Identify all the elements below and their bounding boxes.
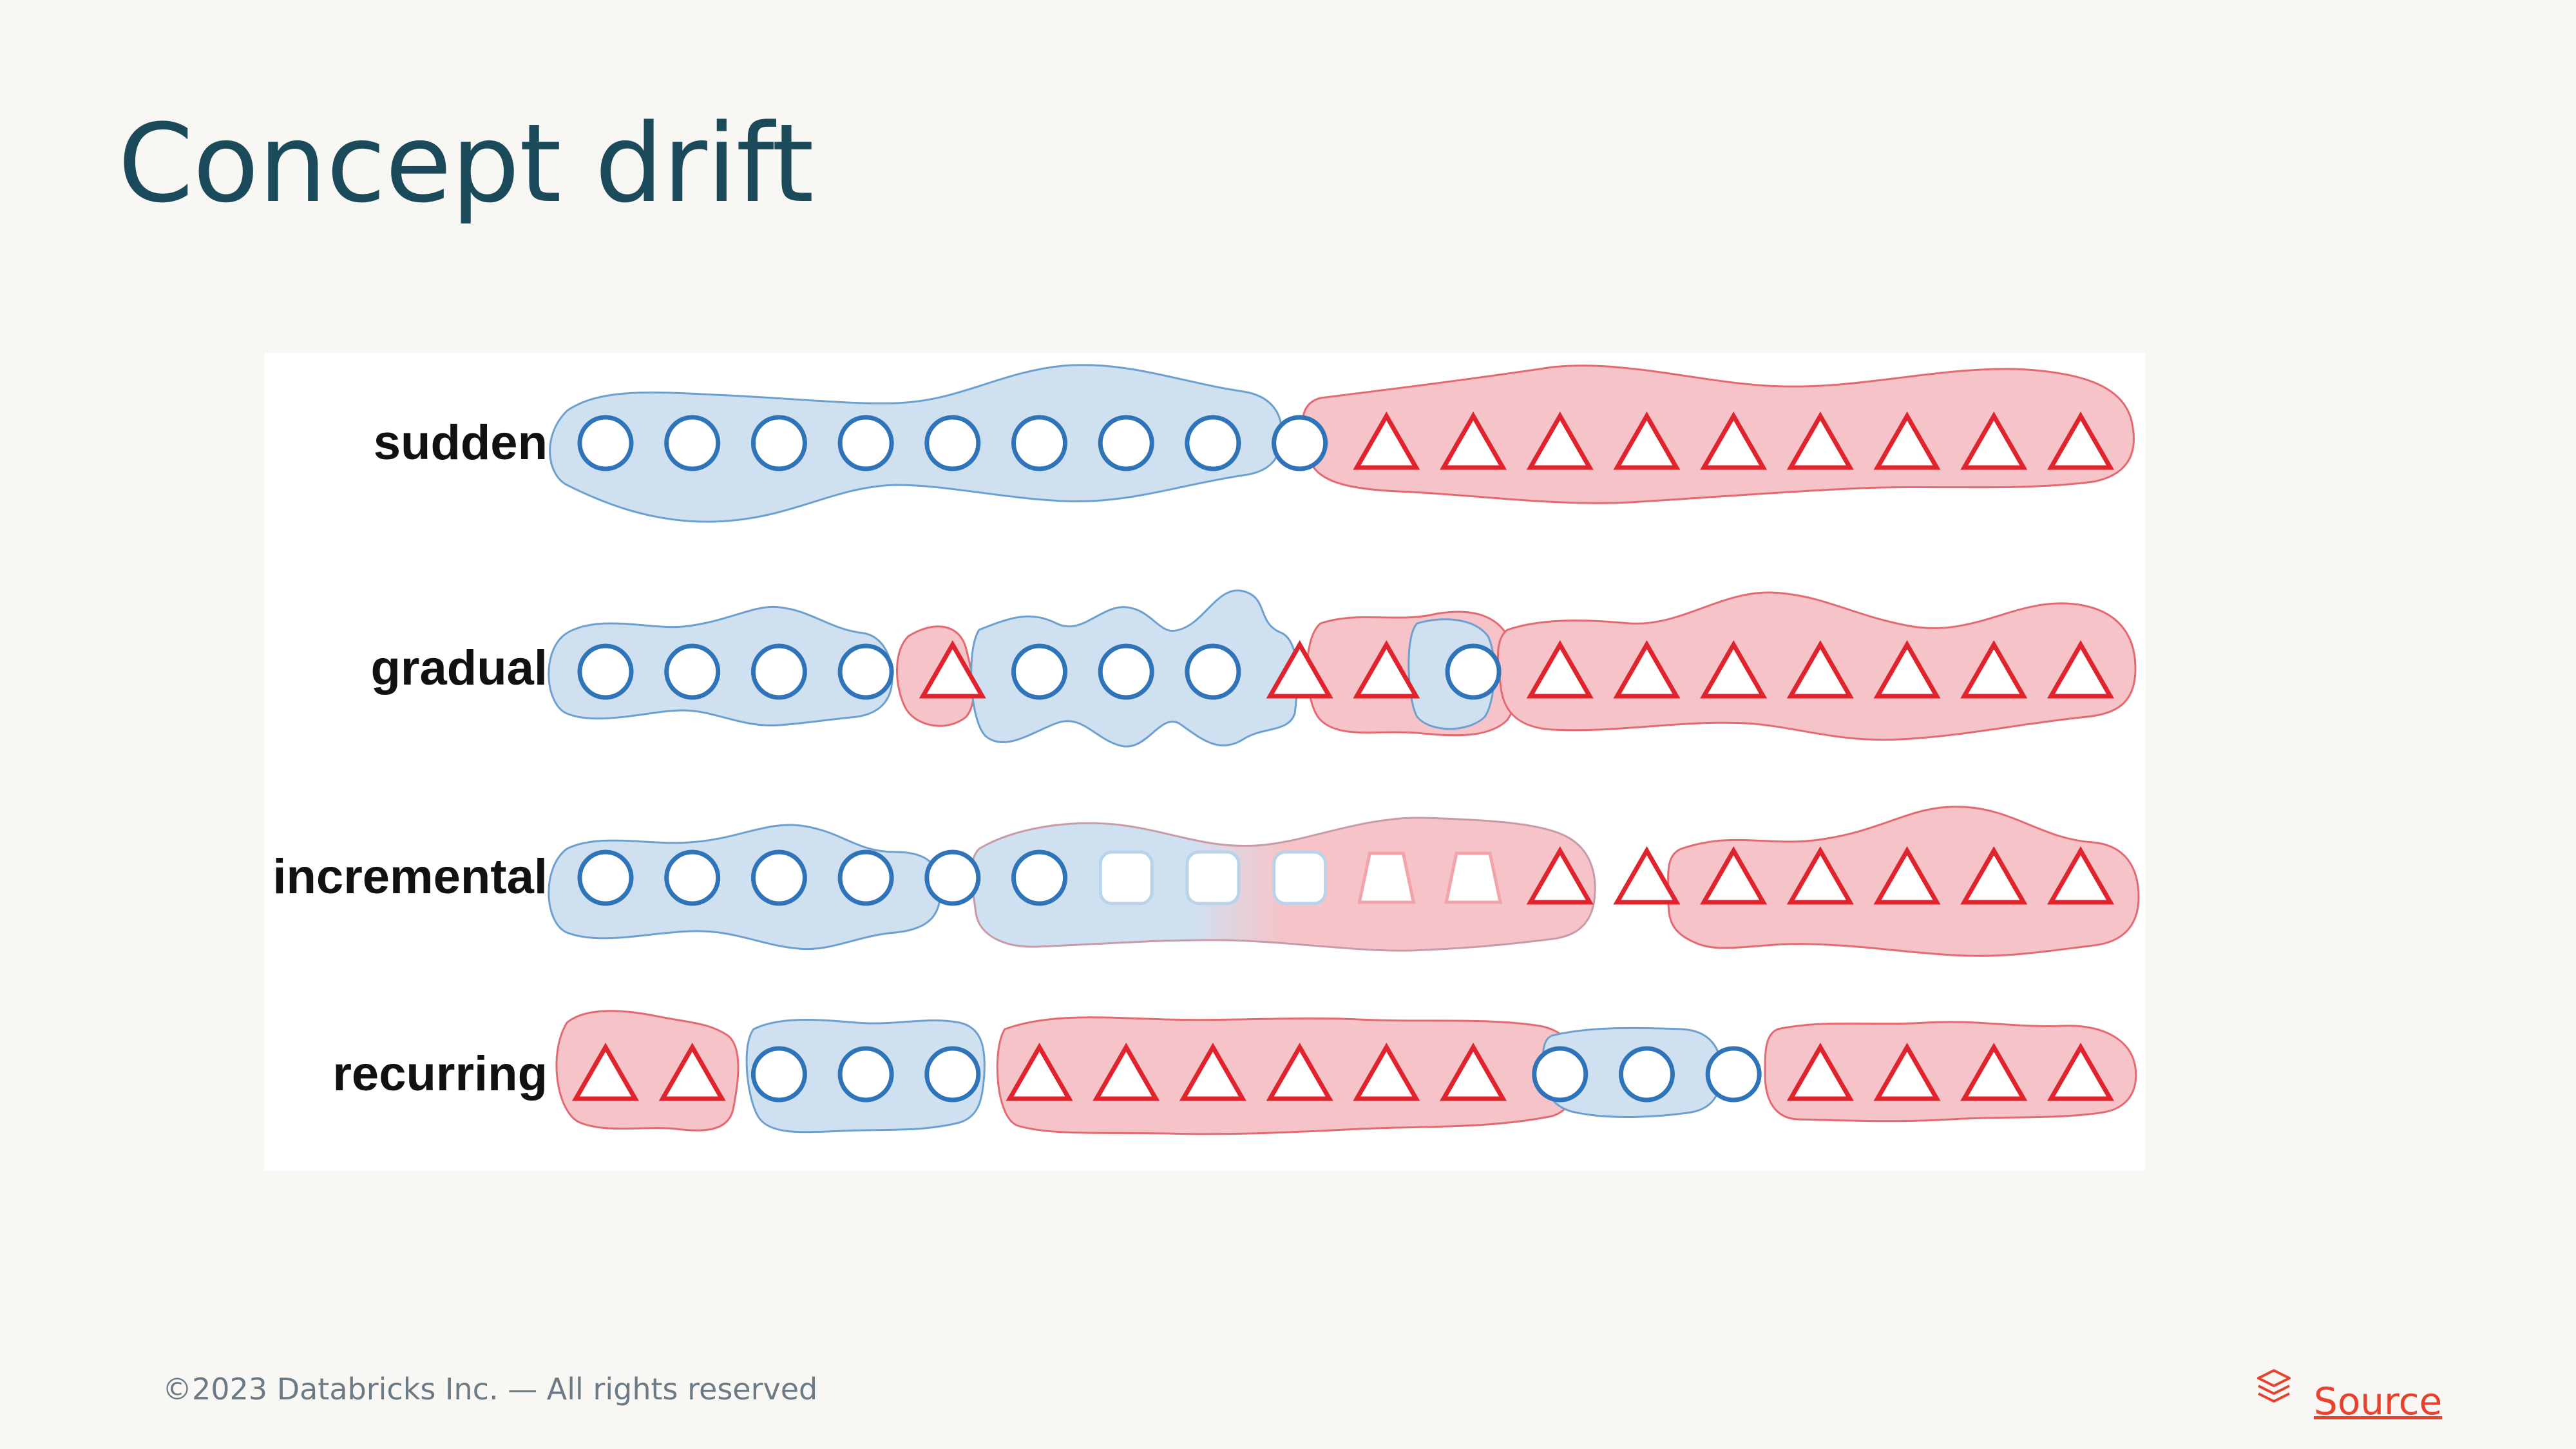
- circle-symbol: [1532, 1046, 1589, 1103]
- circle-symbol: [750, 849, 807, 906]
- triangle-symbol: [1786, 1042, 1854, 1101]
- recurring-red-region-1: [555, 1010, 739, 1132]
- row-label-incremental: incremental: [272, 849, 548, 904]
- page-title: Concept drift: [118, 100, 814, 227]
- triangle-symbol: [1786, 639, 1854, 699]
- triangle-symbol: [1613, 846, 1681, 905]
- triangle-symbol: [1526, 411, 1594, 470]
- trapezoid-symbol: [1444, 851, 1503, 904]
- triangle-symbol: [2046, 411, 2115, 470]
- circle-symbol: [1011, 415, 1068, 471]
- triangle-symbol: [1960, 846, 2028, 905]
- circle-symbol: [1445, 643, 1502, 700]
- circle-symbol: [577, 643, 634, 700]
- row-label-gradual: gradual: [370, 641, 548, 696]
- circle-symbol: [924, 415, 981, 471]
- triangle-symbol: [1960, 639, 2028, 699]
- sudden-blue-region: [549, 364, 1283, 523]
- triangle-symbol: [919, 639, 986, 699]
- triangle-symbol: [1700, 639, 1768, 699]
- circle-symbol: [750, 415, 807, 471]
- recurring-red-region-3: [1764, 1021, 2137, 1122]
- triangle-symbol: [2046, 1042, 2115, 1101]
- circle-symbol: [1272, 415, 1328, 471]
- circle-symbol: [837, 1046, 894, 1103]
- circle-symbol: [837, 849, 894, 906]
- triangle-symbol: [1179, 1042, 1246, 1101]
- trapezoid-symbol: [1357, 851, 1416, 904]
- square-symbol: [1185, 850, 1241, 905]
- circle-symbol: [1185, 643, 1241, 700]
- circle-symbol: [1011, 643, 1068, 700]
- circle-symbol: [1098, 643, 1154, 700]
- circle-symbol: [577, 415, 634, 471]
- sudden-red-region: [1301, 365, 2135, 504]
- triangle-symbol: [1613, 411, 1681, 470]
- circle-symbol: [750, 1046, 807, 1103]
- triangle-symbol: [1700, 411, 1768, 470]
- triangle-symbol: [1786, 411, 1854, 470]
- circle-symbol: [664, 415, 721, 471]
- triangle-symbol: [1700, 846, 1768, 905]
- circle-symbol: [664, 849, 721, 906]
- triangle-symbol: [1786, 846, 1854, 905]
- footer-copyright: ©2023 Databricks Inc. — All rights reser…: [162, 1372, 818, 1406]
- triangle-symbol: [1873, 639, 1941, 699]
- circle-symbol: [837, 415, 894, 471]
- triangle-symbol: [1266, 1042, 1333, 1101]
- triangle-symbol: [1960, 411, 2028, 470]
- triangle-symbol: [1440, 411, 1507, 470]
- triangle-symbol: [1353, 639, 1420, 699]
- triangle-symbol: [1353, 411, 1420, 470]
- triangle-symbol: [1873, 846, 1941, 905]
- circle-symbol: [837, 643, 894, 700]
- gradual-blue-region-1: [548, 605, 893, 726]
- circle-symbol: [1618, 1046, 1675, 1103]
- square-symbol: [1272, 850, 1328, 905]
- triangle-symbol: [1960, 1042, 2028, 1101]
- source-link[interactable]: Source: [2314, 1379, 2443, 1423]
- square-symbol: [1098, 850, 1154, 905]
- row-label-recurring: recurring: [332, 1046, 548, 1101]
- triangle-symbol: [1873, 1042, 1941, 1101]
- triangle-symbol: [1873, 411, 1941, 470]
- triangle-symbol: [1526, 846, 1594, 905]
- circle-symbol: [1011, 849, 1068, 906]
- concept-drift-diagram: sudden gradual incremental recurring: [264, 353, 2145, 1171]
- triangle-symbol: [1613, 639, 1681, 699]
- triangle-symbol: [1526, 639, 1594, 699]
- circle-symbol: [924, 849, 981, 906]
- triangle-symbol: [571, 1042, 640, 1101]
- incremental-blue-region: [548, 824, 942, 951]
- row-label-sudden: sudden: [373, 415, 548, 470]
- triangle-symbol: [1006, 1042, 1073, 1101]
- triangle-symbol: [2046, 846, 2115, 905]
- circle-symbol: [664, 643, 721, 700]
- circle-symbol: [1705, 1046, 1762, 1103]
- circle-symbol: [1185, 415, 1241, 471]
- drift-symbols: [571, 411, 2115, 1103]
- circle-symbol: [1098, 415, 1154, 471]
- triangle-symbol: [1092, 1042, 1160, 1101]
- region-blobs: [548, 364, 2140, 1135]
- triangle-symbol: [1440, 1042, 1507, 1101]
- triangle-symbol: [1266, 639, 1333, 699]
- triangle-symbol: [2046, 639, 2115, 699]
- circle-symbol: [924, 1046, 981, 1103]
- drift-diagram-svg: [548, 364, 2140, 1135]
- triangle-symbol: [658, 1042, 726, 1101]
- layers-icon: [2257, 1369, 2291, 1403]
- circle-symbol: [577, 849, 634, 906]
- triangle-symbol: [1353, 1042, 1420, 1101]
- circle-symbol: [750, 643, 807, 700]
